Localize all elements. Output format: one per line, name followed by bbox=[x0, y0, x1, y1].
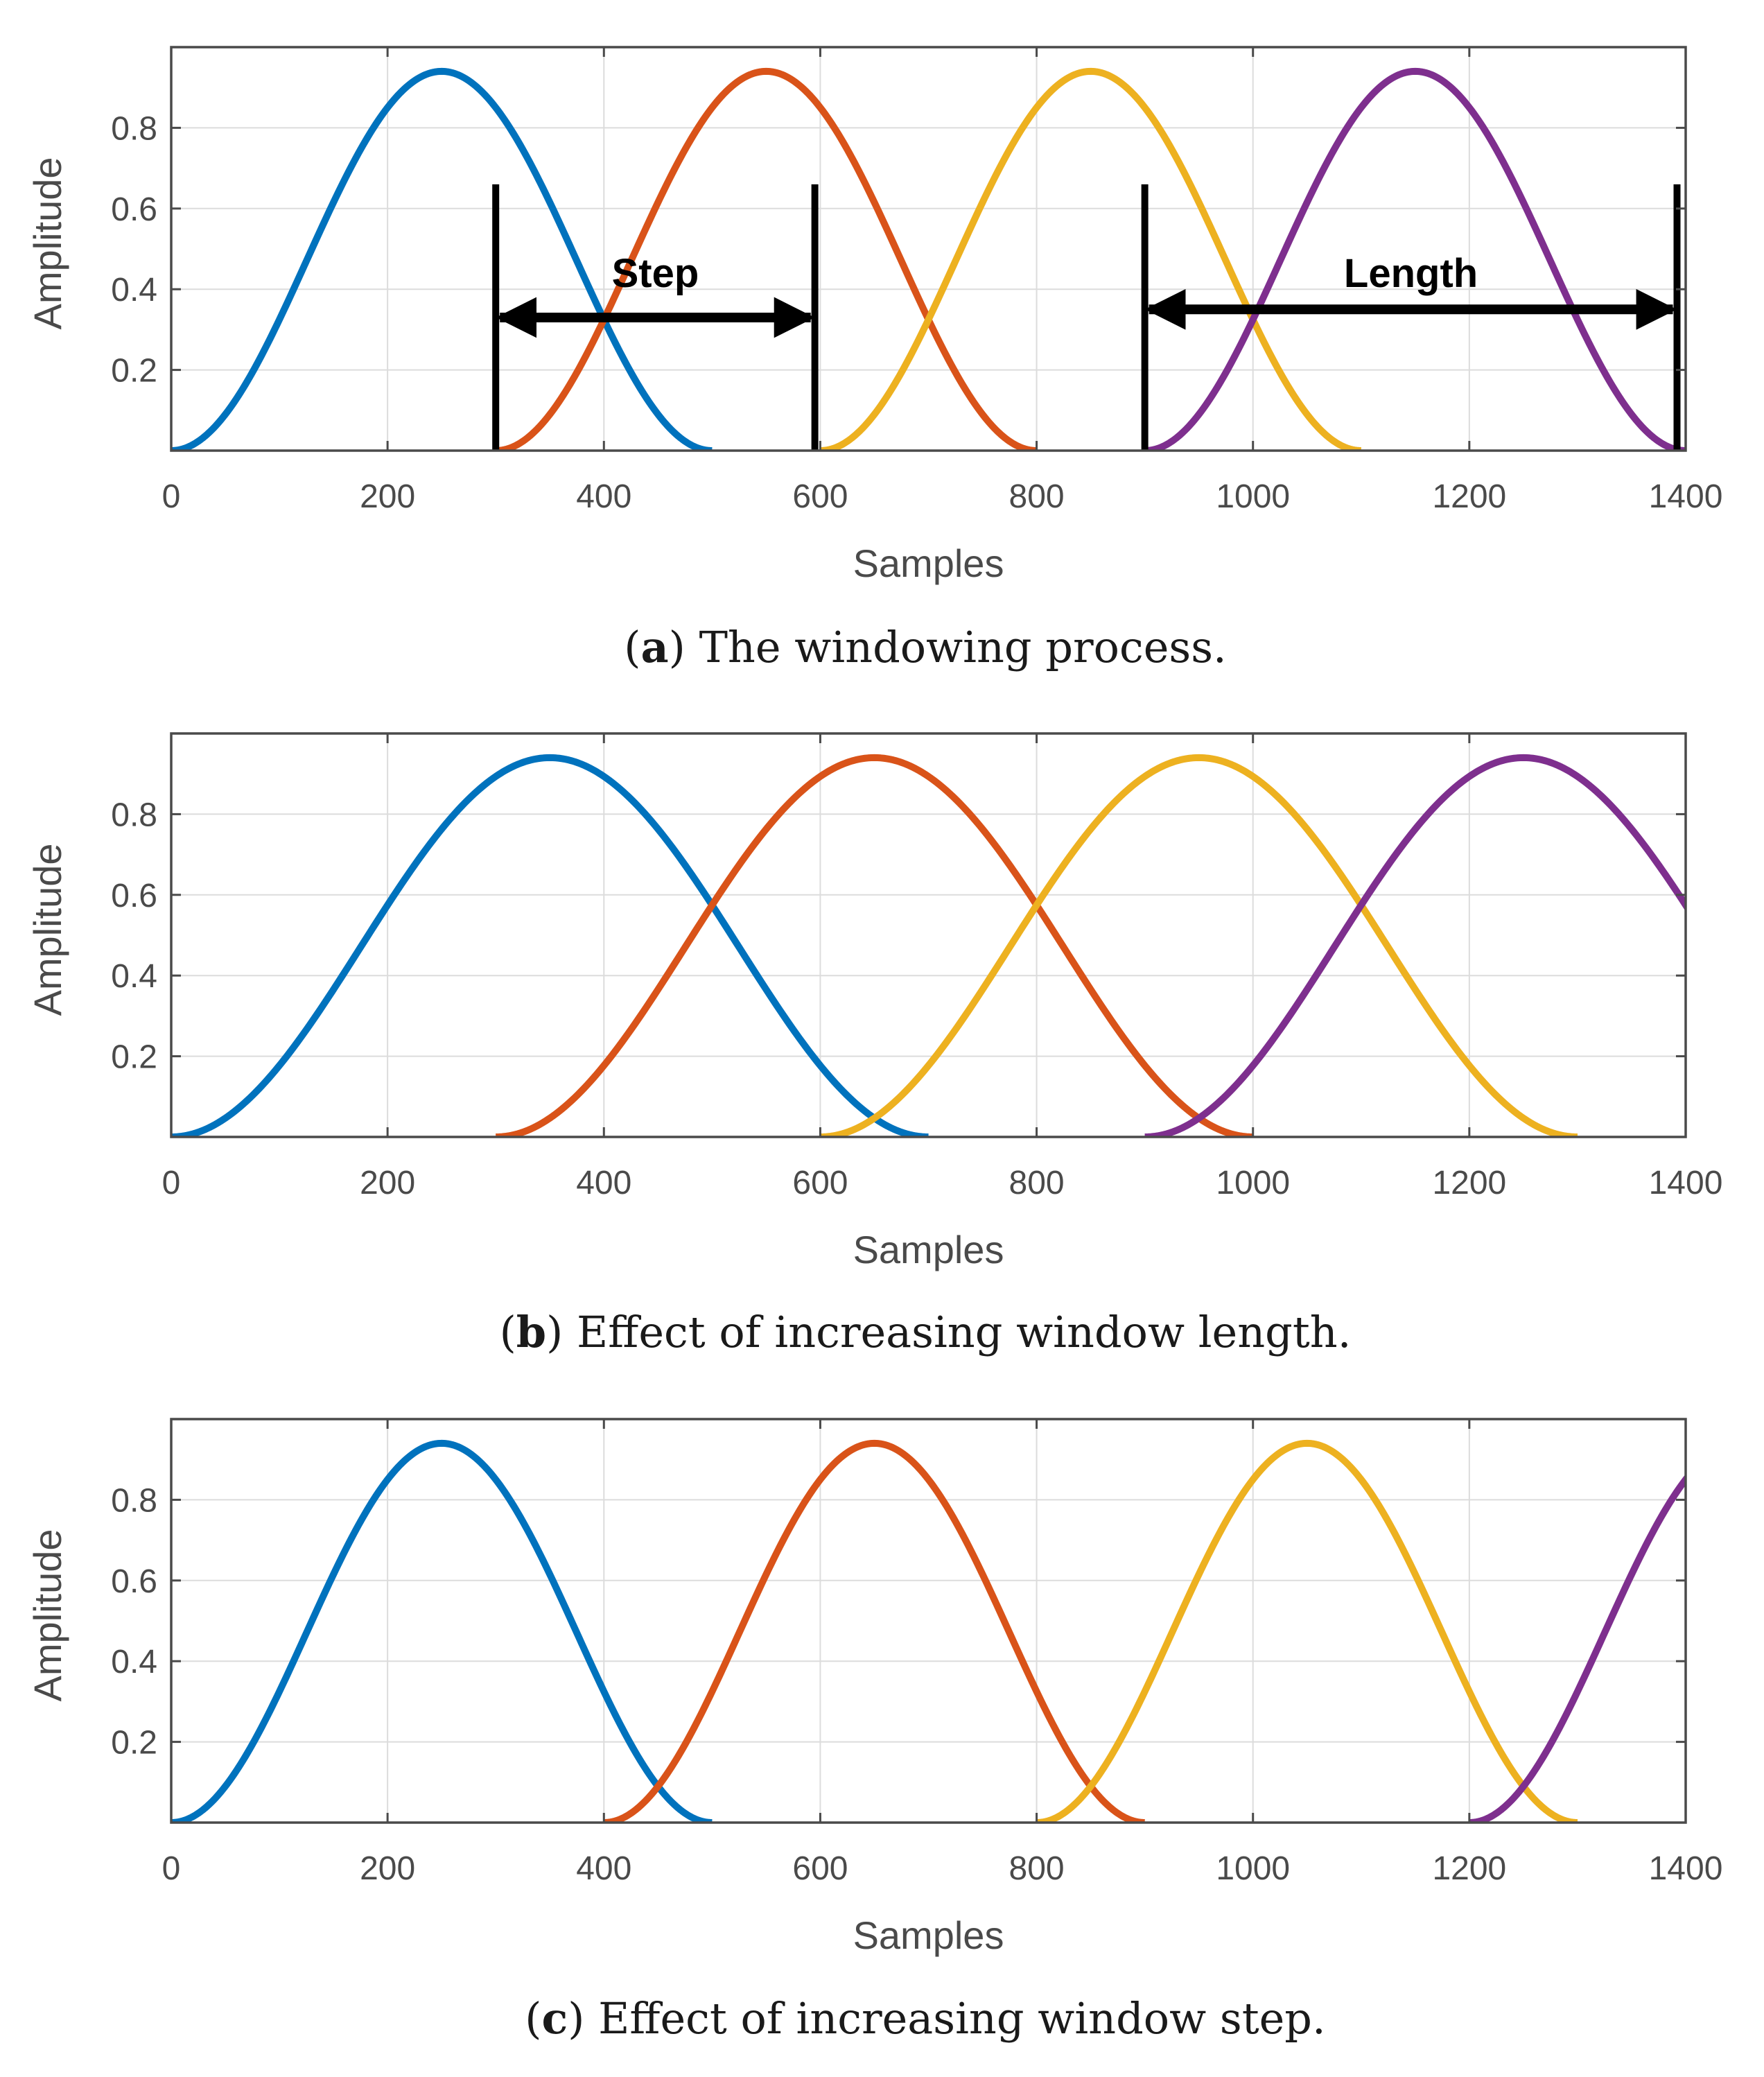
series-line-1 bbox=[171, 67, 714, 451]
y-tick-label: 0.8 bbox=[111, 110, 157, 147]
x-axis-title: Samples bbox=[853, 1228, 1004, 1271]
series-line-2 bbox=[602, 1439, 1146, 1823]
y-axis-title: Amplitude bbox=[26, 1529, 69, 1701]
series-group bbox=[171, 754, 1686, 1137]
x-tick-label: 1200 bbox=[1432, 1165, 1506, 1201]
x-tick-label: 1000 bbox=[1216, 478, 1290, 515]
series-line-4 bbox=[1144, 754, 1686, 1137]
y-tick-label: 0.2 bbox=[111, 1725, 157, 1762]
x-tick-label: 200 bbox=[360, 1850, 415, 1887]
x-tick-label: 0 bbox=[162, 1165, 181, 1201]
x-tick-label: 600 bbox=[792, 1850, 848, 1887]
caption-text: Effect of increasing window step. bbox=[598, 1993, 1326, 2044]
y-axis-title: Amplitude bbox=[26, 843, 69, 1016]
x-tick-label: 200 bbox=[360, 1165, 415, 1201]
caption-text: Effect of increasing window length. bbox=[577, 1307, 1351, 1357]
series-line-4 bbox=[1143, 67, 1686, 451]
plot-area bbox=[171, 47, 1686, 451]
series-group bbox=[171, 67, 1686, 451]
axes-frame bbox=[170, 1418, 1687, 1824]
y-tick-label: 0.8 bbox=[111, 797, 157, 833]
series-line-2 bbox=[495, 754, 1254, 1137]
y-tick-label: 0.6 bbox=[111, 1563, 157, 1600]
x-tick-label: 800 bbox=[1009, 478, 1065, 515]
annotation-label: Step bbox=[612, 251, 699, 296]
y-tick-label: 0.8 bbox=[111, 1482, 157, 1519]
caption-label: c bbox=[542, 1993, 568, 2044]
series-line-1 bbox=[171, 1439, 714, 1823]
caption-label: b bbox=[516, 1307, 546, 1357]
x-tick-label: 600 bbox=[792, 1165, 848, 1201]
x-axis-title: Samples bbox=[853, 541, 1004, 585]
x-tick-label: 1400 bbox=[1649, 1165, 1723, 1201]
caption-label: a bbox=[640, 622, 668, 672]
y-tick-label: 0.2 bbox=[111, 1039, 157, 1076]
axes-frame bbox=[170, 46, 1687, 452]
panel-caption: (a) The windowing process. bbox=[624, 622, 1226, 672]
y-tick-label: 0.6 bbox=[111, 191, 157, 228]
chart-panel-b: 0 200 400 600 800 1000 1200 1400 0.2 0.4 0.6 0.8 Sam… bbox=[26, 732, 1723, 1357]
x-tick-label: 600 bbox=[792, 478, 848, 515]
x-tick-label: 0 bbox=[162, 1850, 181, 1887]
y-tick-label: 0.6 bbox=[111, 878, 157, 914]
series-line-2 bbox=[494, 67, 1038, 451]
series-group bbox=[171, 1439, 1686, 1823]
x-tick-label: 1000 bbox=[1216, 1165, 1290, 1201]
panel-caption: (b) Effect of increasing window length. bbox=[500, 1307, 1352, 1357]
y-tick-label: 0.2 bbox=[111, 353, 157, 390]
series-line-3 bbox=[819, 754, 1578, 1137]
x-tick-label: 1200 bbox=[1432, 1850, 1506, 1887]
x-tick-label: 400 bbox=[576, 1165, 631, 1201]
caption-text: The windowing process. bbox=[699, 622, 1227, 672]
x-tick-label: 400 bbox=[576, 478, 631, 515]
series-line-3 bbox=[1035, 1439, 1579, 1823]
x-tick-label: 1000 bbox=[1216, 1850, 1290, 1887]
series-line-3 bbox=[819, 67, 1363, 451]
y-axis-title: Amplitude bbox=[26, 157, 69, 329]
x-tick-label: 800 bbox=[1009, 1850, 1065, 1887]
x-tick-label: 200 bbox=[360, 478, 415, 515]
series-line-4 bbox=[1468, 1474, 1686, 1823]
chart-panel-a: Step Length 0 200 400 600 800 1000 1200 1400 0.2 0.… bbox=[26, 46, 1723, 672]
x-tick-label: 400 bbox=[576, 1850, 631, 1887]
plot-area bbox=[171, 733, 1686, 1137]
y-tick-label: 0.4 bbox=[111, 272, 157, 308]
y-tick-label: 0.4 bbox=[111, 958, 157, 995]
series-line-1 bbox=[171, 754, 929, 1137]
chart-panel-c: 0 200 400 600 800 1000 1200 1400 0.2 0.4 0.6 0.8 Sam… bbox=[26, 1418, 1723, 2044]
annotation-length: Length bbox=[1141, 184, 1681, 451]
x-tick-label: 1400 bbox=[1649, 1850, 1723, 1887]
annotation-label: Length bbox=[1344, 251, 1478, 296]
y-tick-label: 0.4 bbox=[111, 1644, 157, 1680]
x-axis-title: Samples bbox=[853, 1913, 1004, 1957]
x-tick-label: 1200 bbox=[1432, 478, 1506, 515]
x-tick-label: 800 bbox=[1009, 1165, 1065, 1201]
axes-frame bbox=[170, 732, 1687, 1138]
x-tick-label: 1400 bbox=[1649, 478, 1723, 515]
panel-caption: (c) Effect of increasing window step. bbox=[525, 1993, 1325, 2044]
annotation-step: Step bbox=[492, 184, 819, 451]
x-tick-label: 0 bbox=[162, 478, 181, 515]
